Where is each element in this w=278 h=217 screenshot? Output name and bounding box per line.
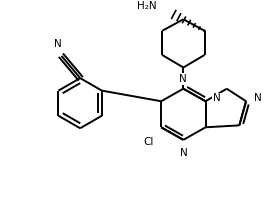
Text: H₂N: H₂N [137,1,156,11]
Text: N: N [213,93,221,103]
Text: N: N [180,148,188,158]
Text: N: N [180,74,187,84]
Text: N: N [254,93,262,103]
Text: Cl: Cl [143,137,153,147]
Text: N: N [54,39,62,49]
